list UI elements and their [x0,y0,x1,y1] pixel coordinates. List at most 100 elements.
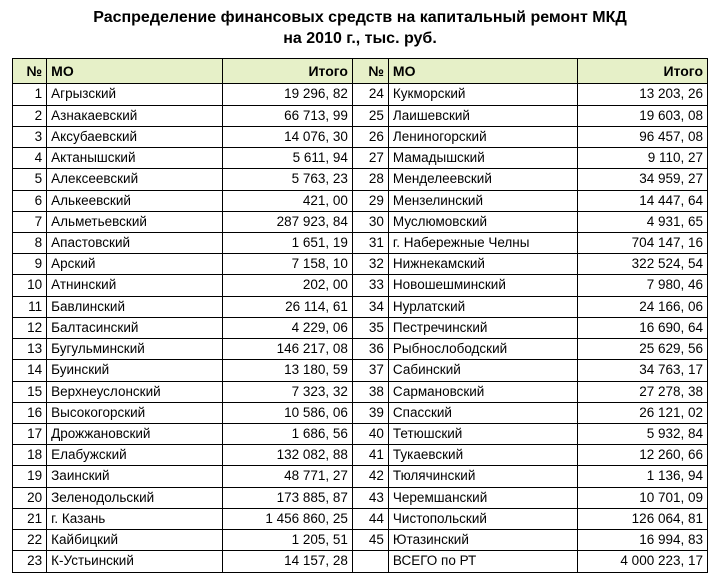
cell-num: 16 [13,402,47,423]
header-mo-right: МО [388,58,577,84]
cell-num: 3 [13,126,47,147]
cell-num: 23 [13,551,47,572]
table-row: 15Верхнеуслонский7 323, 3238Сармановский… [13,381,708,402]
cell-num: 9 [13,254,47,275]
cell-total: 26 114, 61 [223,296,353,317]
cell-num: 5 [13,169,47,190]
cell-total: 27 278, 38 [578,381,708,402]
cell-num: 29 [352,190,388,211]
cell-name: К-Устьинский [47,551,223,572]
cell-num: 15 [13,381,47,402]
cell-num: 27 [352,148,388,169]
header-num-right: № [352,58,388,84]
cell-total: 19 296, 82 [223,84,353,105]
table-row: 1Агрызский19 296, 8224Кукморский13 203, … [13,84,708,105]
cell-name: Нижнекамский [388,254,577,275]
cell-num: 22 [13,530,47,551]
table-body: 1Агрызский19 296, 8224Кукморский13 203, … [13,84,708,572]
cell-num: 21 [13,508,47,529]
cell-name: г. Набережные Челны [388,233,577,254]
cell-name: Лениногорский [388,126,577,147]
cell-total: 287 923, 84 [223,211,353,232]
cell-name: Чистопольский [388,508,577,529]
cell-total: 421, 00 [223,190,353,211]
cell-num: 7 [13,211,47,232]
cell-total: 66 713, 99 [223,105,353,126]
cell-num: 19 [13,466,47,487]
cell-name: Заинский [47,466,223,487]
cell-num: 38 [352,381,388,402]
table-row: 23К-Устьинский14 157, 28ВСЕГО по РТ4 000… [13,551,708,572]
cell-name: Нурлатский [388,296,577,317]
cell-name: Агрызский [47,84,223,105]
cell-num: 6 [13,190,47,211]
cell-total: 34 959, 27 [578,169,708,190]
cell-total: 13 180, 59 [223,360,353,381]
cell-total: 146 217, 08 [223,339,353,360]
table-row: 4Актанышский5 611, 9427Мамадышский9 110,… [13,148,708,169]
cell-total: 202, 00 [223,275,353,296]
header-mo-left: МО [47,58,223,84]
cell-name: Пестречинский [388,317,577,338]
header-total-left: Итого [223,58,353,84]
cell-num: 17 [13,423,47,444]
cell-name: Бавлинский [47,296,223,317]
cell-name: Менделеевский [388,169,577,190]
cell-name: Кукморский [388,84,577,105]
cell-name: Арский [47,254,223,275]
cell-num: 18 [13,445,47,466]
cell-name: Буинский [47,360,223,381]
table-row: 2Азнакаевский66 713, 9925Лаишевский19 60… [13,105,708,126]
cell-name: Тукаевский [388,445,577,466]
cell-name: Кайбицкий [47,530,223,551]
cell-num: 10 [13,275,47,296]
cell-num: 2 [13,105,47,126]
cell-name: ВСЕГО по РТ [388,551,577,572]
cell-name: Лаишевский [388,105,577,126]
cell-total: 10 701, 09 [578,487,708,508]
cell-num: 14 [13,360,47,381]
cell-total: 7 980, 46 [578,275,708,296]
table-row: 10Атнинский202, 0033Новошешминский7 980,… [13,275,708,296]
cell-name: Тетюшский [388,423,577,444]
cell-name: Сармановский [388,381,577,402]
cell-num: 13 [13,339,47,360]
cell-num: 31 [352,233,388,254]
cell-total: 1 686, 56 [223,423,353,444]
cell-name: Апастовский [47,233,223,254]
cell-num [352,551,388,572]
cell-name: Высокогорский [47,402,223,423]
cell-total: 5 932, 84 [578,423,708,444]
table-row: 12Балтасинский4 229, 0635Пестречинский16… [13,317,708,338]
cell-num: 1 [13,84,47,105]
table-row: 7Альметьевский287 923, 8430Муслюмовский4… [13,211,708,232]
cell-name: Бугульминский [47,339,223,360]
cell-name: Альметьевский [47,211,223,232]
cell-num: 32 [352,254,388,275]
cell-total: 10 586, 06 [223,402,353,423]
distribution-table: № МО Итого № МО Итого 1Агрызский19 296, … [12,58,708,573]
header-num-left: № [13,58,47,84]
cell-total: 1 205, 51 [223,530,353,551]
cell-total: 16 994, 83 [578,530,708,551]
cell-total: 14 076, 30 [223,126,353,147]
header-row: № МО Итого № МО Итого [13,58,708,84]
cell-num: 44 [352,508,388,529]
table-row: 8Апастовский1 651, 1931г. Набережные Чел… [13,233,708,254]
cell-total: 34 763, 17 [578,360,708,381]
cell-name: г. Казань [47,508,223,529]
cell-total: 4 229, 06 [223,317,353,338]
table-row: 18Елабужский132 082, 8841Тукаевский12 26… [13,445,708,466]
cell-total: 1 651, 19 [223,233,353,254]
title-line-2: на 2010 г., тыс. руб. [283,30,437,47]
page-title: Распределение финансовых средств на капи… [12,8,708,50]
cell-name: Черемшанский [388,487,577,508]
table-row: 20Зеленодольский173 885, 8743Черемшански… [13,487,708,508]
table-row: 17Дрожжановский1 686, 5640Тетюшский5 932… [13,423,708,444]
cell-num: 34 [352,296,388,317]
cell-total: 16 690, 64 [578,317,708,338]
cell-name: Аксубаевский [47,126,223,147]
cell-name: Дрожжановский [47,423,223,444]
cell-num: 12 [13,317,47,338]
cell-name: Актанышский [47,148,223,169]
